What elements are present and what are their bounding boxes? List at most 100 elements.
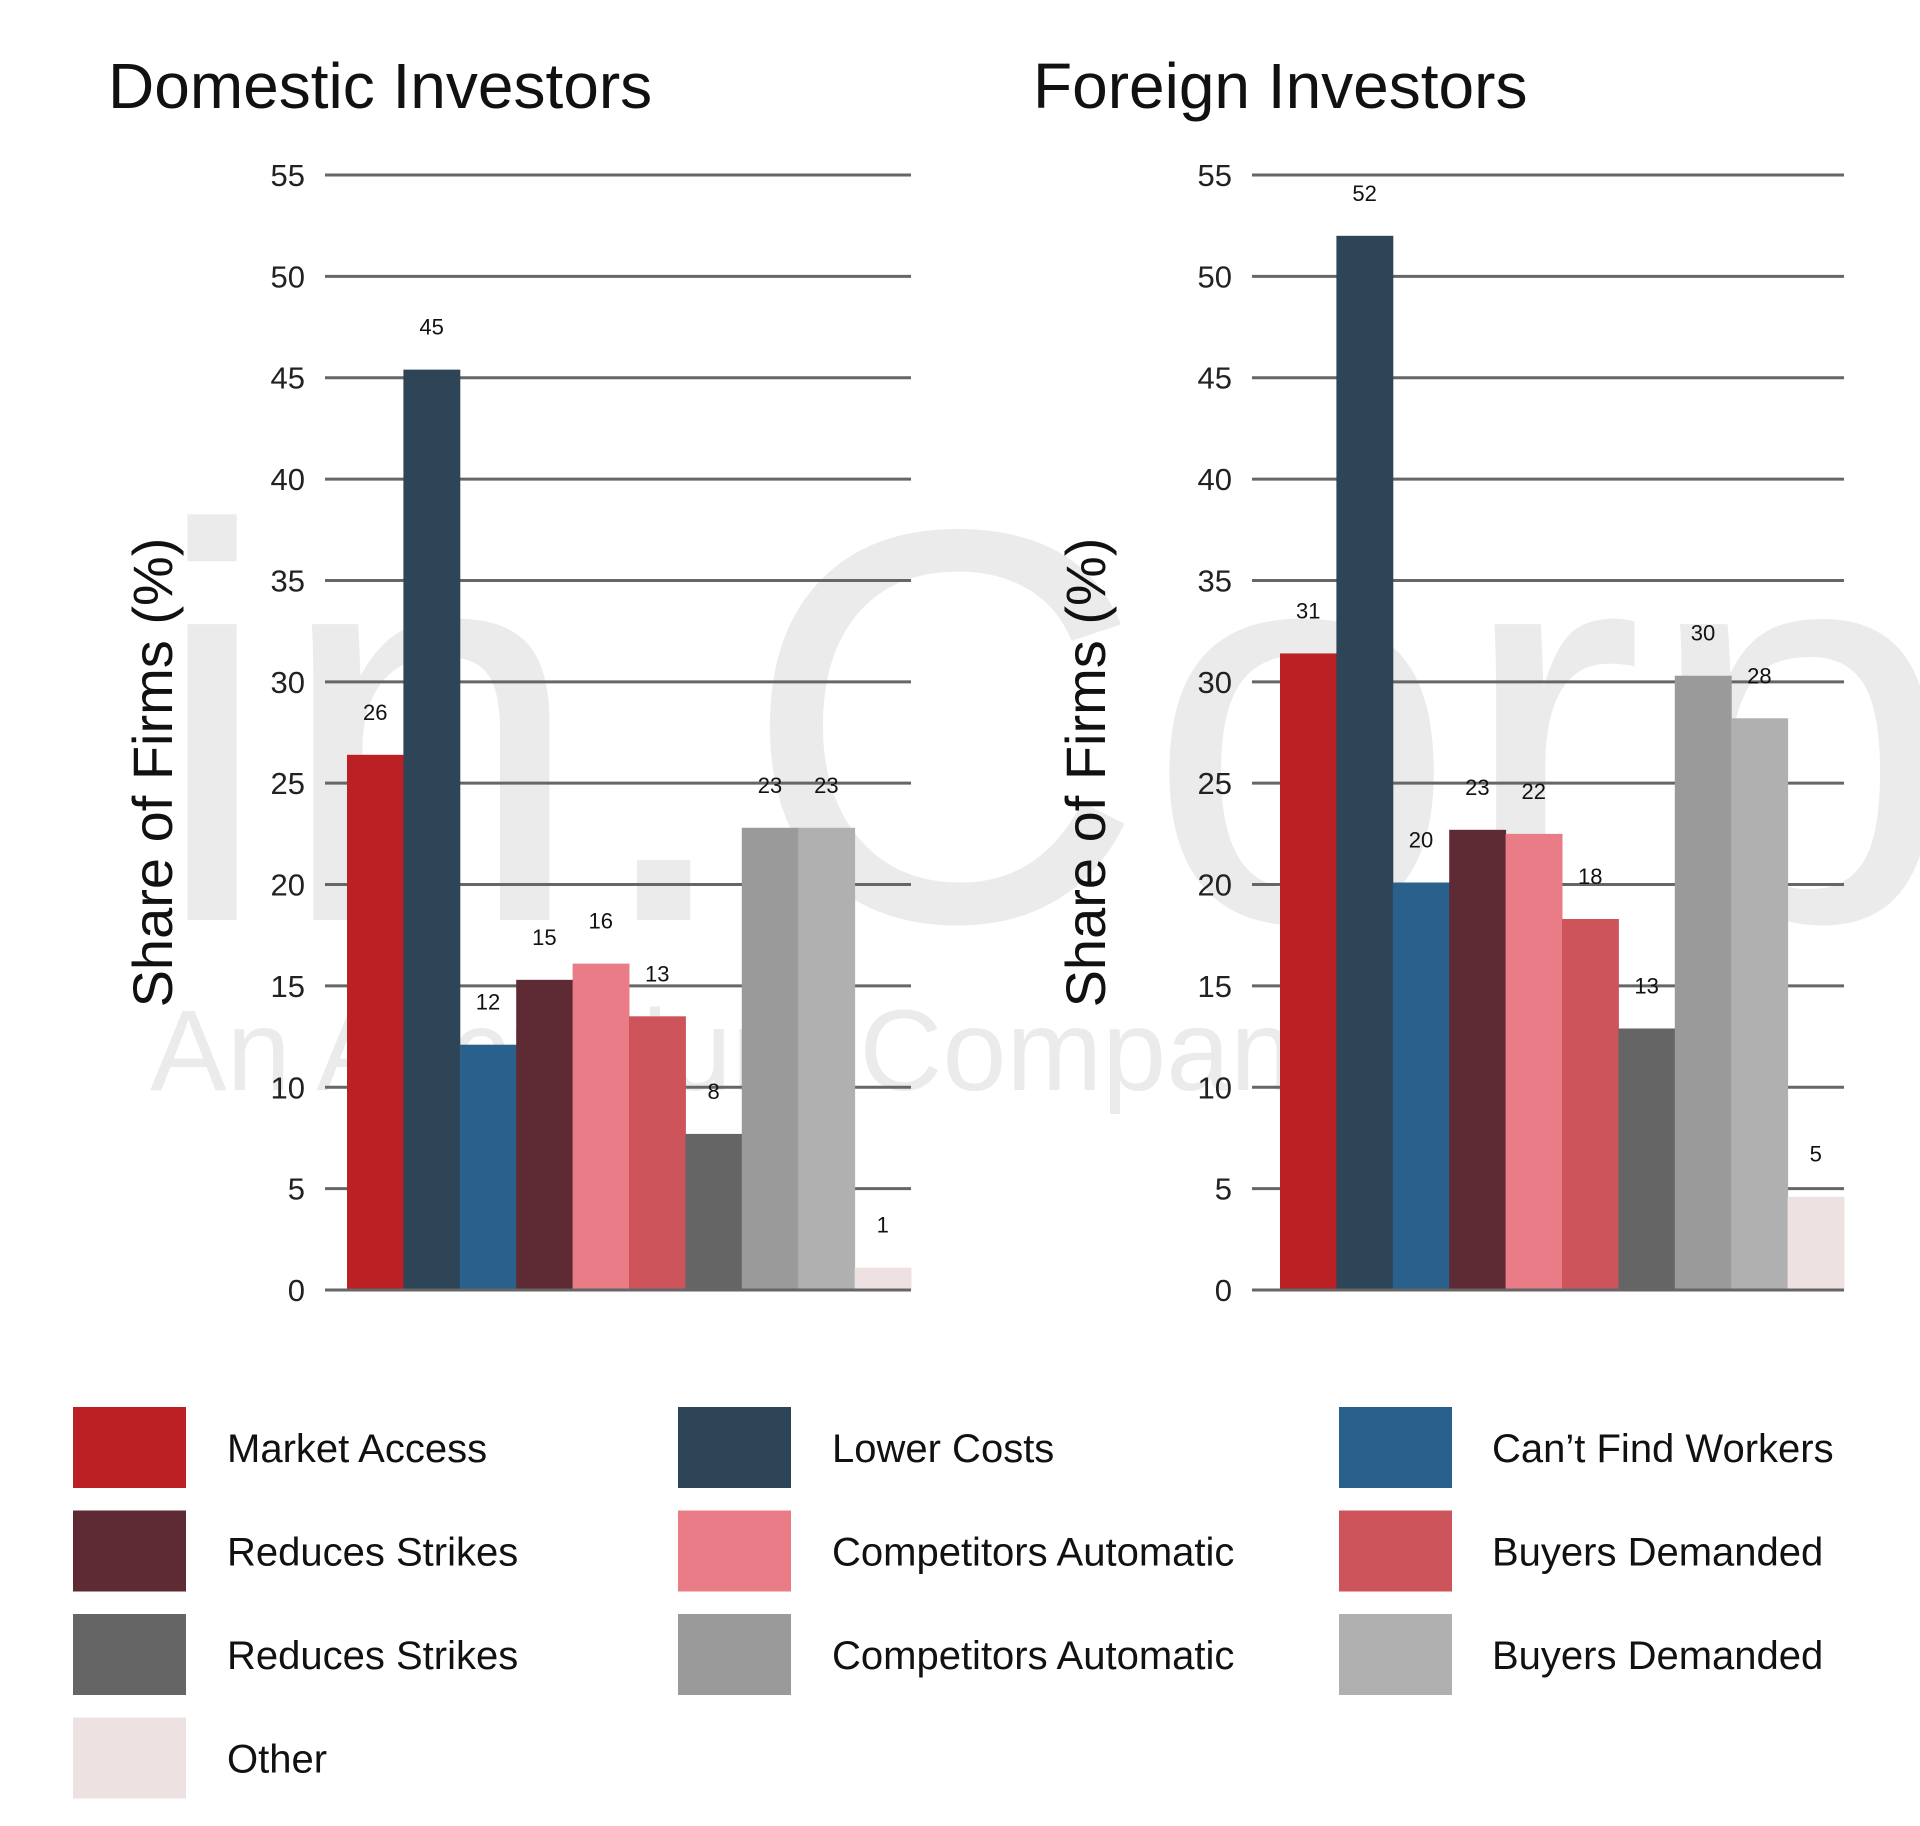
bar (741, 827, 799, 1290)
bar (347, 754, 404, 1290)
bar (1618, 1028, 1676, 1290)
data-label: 5 (1810, 1142, 1822, 1167)
bar (1674, 675, 1732, 1290)
y-tick-label: 5 (1215, 1172, 1232, 1207)
y-tick-label: 55 (1198, 158, 1232, 193)
data-label: 31 (1296, 598, 1320, 623)
y-tick-label: 50 (1198, 259, 1232, 294)
legend-item: Lower Costs (678, 1407, 1054, 1488)
y-tick-label: 5 (288, 1172, 305, 1207)
y-axis-label: Share of Firms (%) (1054, 538, 1117, 1008)
chart-title: Foreign Investors (1033, 50, 1527, 122)
legend-swatch (678, 1614, 791, 1695)
legend-item: Market Access (73, 1407, 487, 1488)
bar (459, 1044, 517, 1290)
y-tick-label: 45 (1198, 361, 1232, 396)
legend-swatch (678, 1510, 791, 1592)
legend-item: Reduces Strikes (73, 1614, 518, 1695)
y-tick-label: 45 (271, 361, 305, 396)
y-tick-label: 55 (271, 158, 305, 193)
bar (572, 963, 630, 1290)
bar (1731, 718, 1789, 1290)
y-tick-label: 10 (1198, 1070, 1232, 1105)
legend-label: Competitors Automatic (832, 1531, 1234, 1575)
legend-label: Lower Costs (832, 1427, 1054, 1471)
data-label: 28 (1747, 663, 1771, 688)
data-label: 20 (1409, 828, 1433, 853)
legend-swatch (73, 1614, 186, 1695)
legend-swatch (678, 1407, 791, 1488)
data-label: 45 (419, 315, 443, 340)
legend-label: Market Access (227, 1427, 487, 1471)
bar (685, 1133, 743, 1290)
y-axis-label: Share of Firms (%) (121, 538, 184, 1008)
y-tick-label: 10 (271, 1070, 305, 1105)
legend-item: Reduces Strikes (73, 1510, 518, 1592)
chart-panel-foreign: Foreign Investors Share of Firms (%) 0 5 10 1… (1033, 50, 1845, 1308)
legend-item: Buyers Demanded (1339, 1510, 1823, 1592)
legend-label: Other (227, 1738, 327, 1782)
bar (516, 979, 574, 1290)
y-tick-label: 20 (271, 868, 305, 903)
bar (1280, 653, 1337, 1290)
data-label: 16 (589, 909, 613, 934)
data-label: 18 (1578, 864, 1602, 889)
y-tick-label: 40 (1198, 462, 1232, 497)
chart-title: Domestic Investors (108, 50, 652, 122)
legend: Market Access Lower Costs Can’t Find Worke… (73, 1407, 1834, 1799)
legend-item: Buyers Demanded (1339, 1614, 1823, 1695)
bar (1336, 235, 1394, 1291)
data-label: 12 (476, 990, 500, 1015)
legend-label: Buyers Demanded (1492, 1531, 1823, 1575)
y-tick-label: 20 (1198, 868, 1232, 903)
bar (798, 827, 856, 1290)
legend-swatch (73, 1510, 186, 1592)
y-tick-label: 0 (288, 1273, 305, 1308)
y-tick-label: 15 (1198, 969, 1232, 1004)
bar (403, 369, 461, 1291)
legend-item: Competitors Automatic (678, 1510, 1234, 1592)
legend-label: Reduces Strikes (227, 1634, 518, 1678)
data-label: 26 (363, 700, 387, 725)
legend-item: Can’t Find Workers (1339, 1407, 1834, 1488)
y-tick-label: 25 (1198, 766, 1232, 801)
data-label: 23 (1465, 775, 1489, 800)
y-tick-label: 30 (1198, 665, 1232, 700)
y-tick-label: 30 (271, 665, 305, 700)
bar (629, 1016, 686, 1290)
data-label: 23 (758, 773, 782, 798)
legend-label: Reduces Strikes (227, 1531, 518, 1575)
legend-swatch (73, 1717, 186, 1799)
bar (1449, 829, 1507, 1290)
y-tick-label: 25 (271, 766, 305, 801)
legend-label: Competitors Automatic (832, 1634, 1234, 1678)
y-tick-label: 35 (1198, 563, 1232, 598)
data-label: 8 (707, 1079, 719, 1104)
y-tick-label: 15 (271, 969, 305, 1004)
data-label: 22 (1522, 779, 1546, 804)
legend-swatch (1339, 1614, 1452, 1695)
data-label: 30 (1691, 621, 1715, 646)
bar (1505, 833, 1563, 1290)
bar (1787, 1196, 1845, 1290)
data-label: 1 (877, 1213, 889, 1238)
chart-panel-domestic: Domestic Investors Share of Firms (%) 0 5 10… (108, 50, 912, 1308)
data-label: 13 (1634, 973, 1658, 998)
legend-swatch (1339, 1407, 1452, 1488)
legend-label: Can’t Find Workers (1492, 1427, 1834, 1471)
data-label: 15 (532, 925, 556, 950)
data-label: 52 (1352, 181, 1376, 206)
y-tick-label: 0 (1215, 1273, 1232, 1308)
bar (1562, 919, 1619, 1290)
y-tick-label: 35 (271, 563, 305, 598)
bar (854, 1267, 912, 1290)
y-tick-label: 50 (271, 259, 305, 294)
legend-item: Competitors Automatic (678, 1614, 1234, 1695)
legend-item: Other (73, 1717, 327, 1799)
y-tick-label: 40 (271, 462, 305, 497)
data-label: 23 (814, 773, 838, 798)
bar (1392, 882, 1450, 1290)
legend-swatch (1339, 1510, 1452, 1592)
legend-swatch (73, 1407, 186, 1488)
